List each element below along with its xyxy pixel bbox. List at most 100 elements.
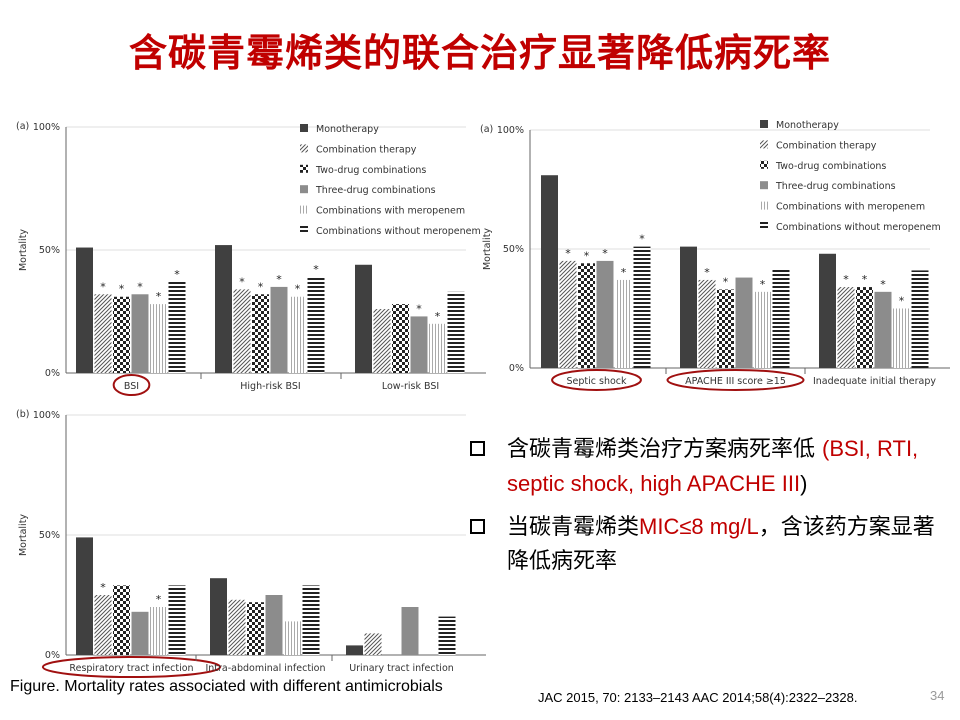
bar-three-drug-combinations-septic-shock xyxy=(596,260,614,368)
bar-combinations-without-meropenem-bsi xyxy=(168,281,186,373)
bar-monotherapy-respiratory-tract-infection xyxy=(76,537,93,655)
bar-combination-therapy-bsi xyxy=(94,294,112,373)
significance-marker: * xyxy=(156,593,162,606)
legend-label: Combinations without meropenem xyxy=(316,226,481,237)
panel-label: (a) xyxy=(480,124,493,135)
bullet-square-icon xyxy=(470,441,485,456)
significance-marker: * xyxy=(760,278,766,291)
y-tick-label: 0% xyxy=(45,368,60,379)
legend-label: Monotherapy xyxy=(316,124,379,135)
significance-marker: * xyxy=(239,275,245,288)
bar-two-drug-combinations-respiratory-tract-infection xyxy=(113,585,130,655)
bar-combination-therapy-high-risk-bsi xyxy=(233,289,251,373)
legend-swatch xyxy=(760,120,768,128)
legend-label: Combination therapy xyxy=(776,140,877,151)
bar-three-drug-combinations-intra-abdominal-infection xyxy=(265,595,283,655)
bar-two-drug-combinations-high-risk-bsi xyxy=(252,294,269,373)
key-findings-list: 含碳青霉烯类治疗方案病死率低 (BSI, RTI, septic shock, … xyxy=(466,432,956,587)
bar-monotherapy-urinary-tract-infection xyxy=(346,645,363,655)
legend-label: Combination therapy xyxy=(316,144,417,155)
bar-three-drug-combinations-high-risk-bsi xyxy=(270,286,288,373)
x-category-label: Intra-abdominal infection xyxy=(205,663,325,674)
bar-combinations-without-meropenem-urinary-tract-infection xyxy=(438,616,456,655)
references: JAC 2015, 70: 2133–2143 AAC 2014;58(4):2… xyxy=(538,690,858,705)
bar-combination-therapy-intra-abdominal-infection xyxy=(228,599,246,655)
legend-swatch xyxy=(760,222,768,230)
bar-monotherapy-bsi xyxy=(76,247,93,373)
legend-swatch xyxy=(300,144,308,153)
y-tick-label: 50% xyxy=(39,530,60,541)
bar-two-drug-combinations-septic-shock xyxy=(578,263,595,368)
legend-swatch xyxy=(300,164,308,173)
legend-swatch xyxy=(300,205,308,214)
figure-caption: Figure. Mortality rates associated with … xyxy=(10,678,443,695)
significance-marker: * xyxy=(100,280,106,293)
bar-combination-therapy-apache-iii-score-15 xyxy=(698,279,716,368)
bar-three-drug-combinations-low-risk-bsi xyxy=(410,316,428,373)
y-tick-label: 50% xyxy=(39,245,60,256)
significance-marker: * xyxy=(899,295,905,308)
x-category-label: Septic shock xyxy=(566,376,627,387)
legend-label: Three-drug combinations xyxy=(775,181,896,192)
chart-infection-site-mortality: (b) 0% 50% 100% Mortality * * Respiratory tract… xyxy=(16,409,486,678)
bar-two-drug-combinations-intra-abdominal-infection xyxy=(247,602,264,655)
panel-label: (a) xyxy=(16,121,29,132)
y-tick-label: 100% xyxy=(33,122,60,133)
bullet-square-icon xyxy=(470,519,485,534)
y-tick-label: 50% xyxy=(503,244,524,255)
x-category-label: APACHE III score ≥15 xyxy=(685,376,786,387)
significance-marker: * xyxy=(843,273,849,286)
bar-three-drug-combinations-bsi xyxy=(131,294,149,373)
x-category-label: Inadequate initial therapy xyxy=(813,376,936,387)
finding-2-highlight: MIC≤8 mg/L xyxy=(639,514,759,539)
legend-swatch xyxy=(300,185,308,194)
bar-combinations-without-meropenem-apache-iii-score-15 xyxy=(772,268,790,368)
significance-marker: * xyxy=(100,581,106,594)
panel-label: (b) xyxy=(16,409,29,420)
bar-monotherapy-high-risk-bsi xyxy=(215,245,232,373)
legend-swatch xyxy=(760,160,768,169)
significance-marker: * xyxy=(584,249,590,262)
significance-marker: * xyxy=(258,280,264,293)
highlight-oval xyxy=(551,369,642,391)
bar-combination-therapy-urinary-tract-infection xyxy=(364,633,382,655)
legend-swatch xyxy=(300,226,308,234)
bar-combinations-without-meropenem-respiratory-tract-infection xyxy=(168,585,186,655)
finding-1-highlight: (BSI, RTI, septic shock, high APACHE III xyxy=(507,436,919,496)
significance-marker: * xyxy=(862,273,868,286)
bar-three-drug-combinations-inadequate-initial-therapy xyxy=(874,291,892,368)
x-category-label: Low-risk BSI xyxy=(382,381,439,392)
legend-swatch xyxy=(760,181,768,190)
significance-marker: * xyxy=(621,266,627,279)
bar-combination-therapy-respiratory-tract-infection xyxy=(94,595,112,655)
bar-three-drug-combinations-apache-iii-score-15 xyxy=(735,277,753,368)
bar-combinations-with-meropenem-septic-shock xyxy=(615,279,632,368)
bar-three-drug-combinations-respiratory-tract-infection xyxy=(131,611,149,655)
legend-swatch xyxy=(300,124,308,132)
highlight-oval xyxy=(112,374,151,396)
bar-monotherapy-inadequate-initial-therapy xyxy=(819,253,836,368)
bar-monotherapy-apache-iii-score-15 xyxy=(680,246,697,368)
significance-marker: * xyxy=(295,283,301,296)
legend-label: Combinations with meropenem xyxy=(776,202,925,213)
finding-1-tail: ) xyxy=(800,471,808,496)
bar-combinations-with-meropenem-bsi xyxy=(150,304,167,373)
legend-swatch xyxy=(760,201,768,210)
significance-marker: * xyxy=(723,275,729,288)
bar-combination-therapy-low-risk-bsi xyxy=(373,309,391,373)
y-tick-label: 0% xyxy=(509,363,524,374)
chart-severity-mortality: (a) 0% 50% 100% Mortality * * * * * Septic shock * *… xyxy=(480,120,950,391)
legend-swatch xyxy=(760,140,768,149)
significance-marker: * xyxy=(156,290,162,303)
y-tick-label: 0% xyxy=(45,650,60,661)
significance-marker: * xyxy=(276,273,282,286)
x-category-label: High-risk BSI xyxy=(240,381,300,392)
x-category-label: Respiratory tract infection xyxy=(69,663,193,674)
y-axis-label: Mortality xyxy=(18,229,29,271)
page-number: 34 xyxy=(930,688,945,703)
slide-title: 含碳青霉烯类的联合治疗显著降低病死率 xyxy=(128,31,831,75)
bar-combinations-without-meropenem-high-risk-bsi xyxy=(307,277,325,373)
significance-marker: * xyxy=(174,268,180,281)
legend: Monotherapy Combination therapy Two-drug c… xyxy=(300,124,481,237)
bar-combinations-with-meropenem-inadequate-initial-therapy xyxy=(893,308,910,368)
